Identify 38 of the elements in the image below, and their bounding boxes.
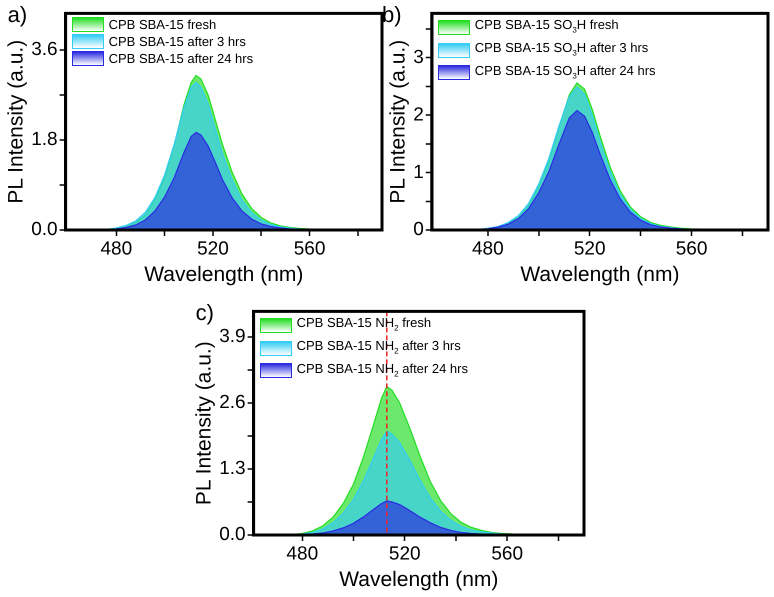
chart-title: a) [8,2,28,28]
y-tick-label: 0 [413,219,424,240]
y-tick-label: 3 [413,46,424,68]
y-tick-label: 0.0 [31,219,58,240]
legend-label: CPB SBA-15 SO$_{3}$H after 24 hrs [474,62,656,82]
y-axis-title: PL Intensity (a.u.) [386,40,410,204]
x-tick-label: 520 [388,544,421,565]
y-tick-label: 1 [413,162,424,183]
x-axis-title: Wavelength (nm) [339,568,498,592]
legend-label: CPB SBA-15 NH$_{2}$ after 24 hrs [296,360,468,380]
legend-label: CPB SBA-15 NH$_{2}$ fresh [296,314,432,335]
y-tick-label: 1.3 [219,458,246,480]
x-tick-label: 560 [491,544,524,565]
y-tick-label: 1.8 [31,129,58,150]
legend-label: CPB SBA-15 after 3 hrs [108,33,246,50]
legend-label: CPB SBA-15 NH$_{2}$ after 3 hrs [296,336,461,358]
x-tick-label: 480 [100,238,132,260]
y-tick-label: 2 [413,104,424,126]
x-tick-label: 520 [574,238,606,260]
legend-label: CPB SBA-15 SO$_{3}$H after 3 hrs [474,38,648,60]
x-tick-label: 560 [294,238,326,260]
legend-label: CPB SBA-15 after 24 hrs [108,50,254,68]
x-tick-label: 480 [286,544,318,565]
x-tick-label: 560 [676,238,708,260]
y-tick-label: 3.6 [31,39,58,60]
legend-label: CPB SBA-15 SO$_{3}$H fresh [474,16,619,37]
legend-label: CPB SBA-15 fresh [108,16,216,34]
y-axis-title: PL Intensity (a.u.) [4,40,28,204]
chart-title: b) [382,2,402,28]
x-axis-title: Wavelength (nm) [144,263,304,286]
y-tick-label: 0.0 [219,524,246,546]
chart-title: c) [196,300,214,326]
x-tick-label: 520 [197,238,229,260]
x-tick-label: 480 [472,238,504,260]
x-axis-title: Wavelength (nm) [520,263,680,286]
y-tick-label: 3.9 [219,326,246,348]
y-axis-title: PL Intensity (a.u.) [192,341,216,506]
y-tick-label: 2.6 [219,392,246,414]
